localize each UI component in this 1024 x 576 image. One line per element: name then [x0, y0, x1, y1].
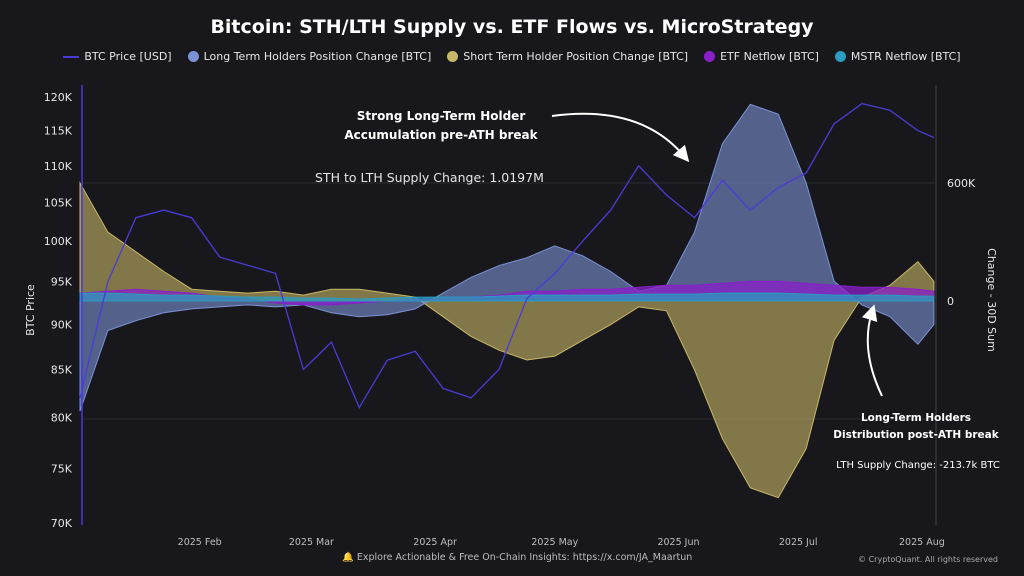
legend-item[interactable]: ETF Netflow [BTC] — [704, 50, 819, 63]
legend: BTC Price [USD] Long Term Holders Positi… — [0, 50, 1024, 63]
left-tick-label: 100K — [44, 235, 73, 248]
annotation-distribution-line1: Long-Term Holders — [861, 412, 971, 424]
legend-dot-icon — [704, 51, 716, 62]
left-tick-label: 90K — [51, 318, 73, 331]
footer-link[interactable]: https://x.com/JA_Maartun — [572, 552, 693, 563]
legend-item[interactable]: MSTR Netflow [BTC] — [834, 50, 961, 63]
footer: 🔔 Explore Actionable & Free On-Chain Ins… — [342, 552, 692, 563]
legend-label: ETF Netflow [BTC] — [720, 50, 819, 63]
legend-label: BTC Price [USD] — [84, 50, 172, 63]
right-axis-label: Change - 30D Sum — [985, 248, 998, 352]
left-tick-label: 95K — [51, 276, 73, 289]
annotation-distribution-line2: Distribution post-ATH break — [833, 429, 999, 441]
annotation-accumulation-line2: Accumulation pre-ATH break — [344, 128, 538, 142]
area-mstr — [79, 292, 935, 302]
area-short — [79, 181, 935, 499]
btc-price-line — [79, 102, 935, 410]
left-tick-label: 110K — [44, 160, 73, 173]
left-tick-label: 105K — [44, 197, 73, 210]
legend-label: Short Term Holder Position Change [BTC] — [463, 50, 689, 63]
left-tick-label: 120K — [44, 91, 73, 104]
x-tick-label: 2025 Jun — [657, 537, 699, 548]
legend-label: Long Term Holders Position Change [BTC] — [203, 50, 432, 63]
legend-dot-icon — [187, 51, 199, 62]
annotation-arrow — [551, 112, 690, 163]
left-tick-label: 115K — [44, 125, 73, 138]
annotation-accumulation-line1: Strong Long-Term Holder — [357, 109, 526, 123]
left-axis-label: BTC Price — [24, 284, 37, 336]
legend-line-icon — [63, 55, 80, 58]
legend-dot-icon — [447, 51, 459, 62]
left-tick-label: 80K — [51, 411, 73, 424]
x-tick-label: 2025 May — [531, 537, 578, 548]
annotation-arrow — [861, 304, 883, 397]
legend-dot-icon — [834, 51, 846, 62]
right-tick-label: 600K — [947, 177, 976, 190]
x-tick-label: 2025 Feb — [178, 537, 222, 548]
legend-label: MSTR Netflow [BTC] — [850, 50, 961, 63]
left-tick-label: 70K — [51, 517, 73, 530]
left-tick-label: 85K — [51, 364, 73, 377]
bell-icon: 🔔 — [342, 552, 354, 563]
copyright: © CryptoQuant. All rights reserved — [858, 555, 998, 564]
chart-title: Bitcoin: STH/LTH Supply vs. ETF Flows vs… — [210, 16, 814, 38]
left-tick-label: 75K — [51, 462, 73, 475]
right-tick-label: 0 — [947, 295, 954, 308]
x-tick-label: 2025 Mar — [289, 537, 334, 548]
annotation-supply-change: STH to LTH Supply Change: 1.0197M — [315, 170, 544, 185]
footer-text: Explore Actionable & Free On-Chain Insig… — [356, 552, 573, 563]
x-tick-label: 2025 Aug — [899, 537, 945, 548]
x-tick-label: 2025 Apr — [413, 537, 457, 548]
legend-item[interactable]: Long Term Holders Position Change [BTC] — [187, 50, 432, 63]
legend-item[interactable]: Short Term Holder Position Change [BTC] — [447, 50, 688, 63]
legend-item[interactable]: BTC Price [USD] — [63, 50, 172, 63]
x-tick-label: 2025 Jul — [779, 537, 818, 548]
annotation-lth-supply-change: LTH Supply Change: -213.7k BTC — [836, 460, 1000, 471]
